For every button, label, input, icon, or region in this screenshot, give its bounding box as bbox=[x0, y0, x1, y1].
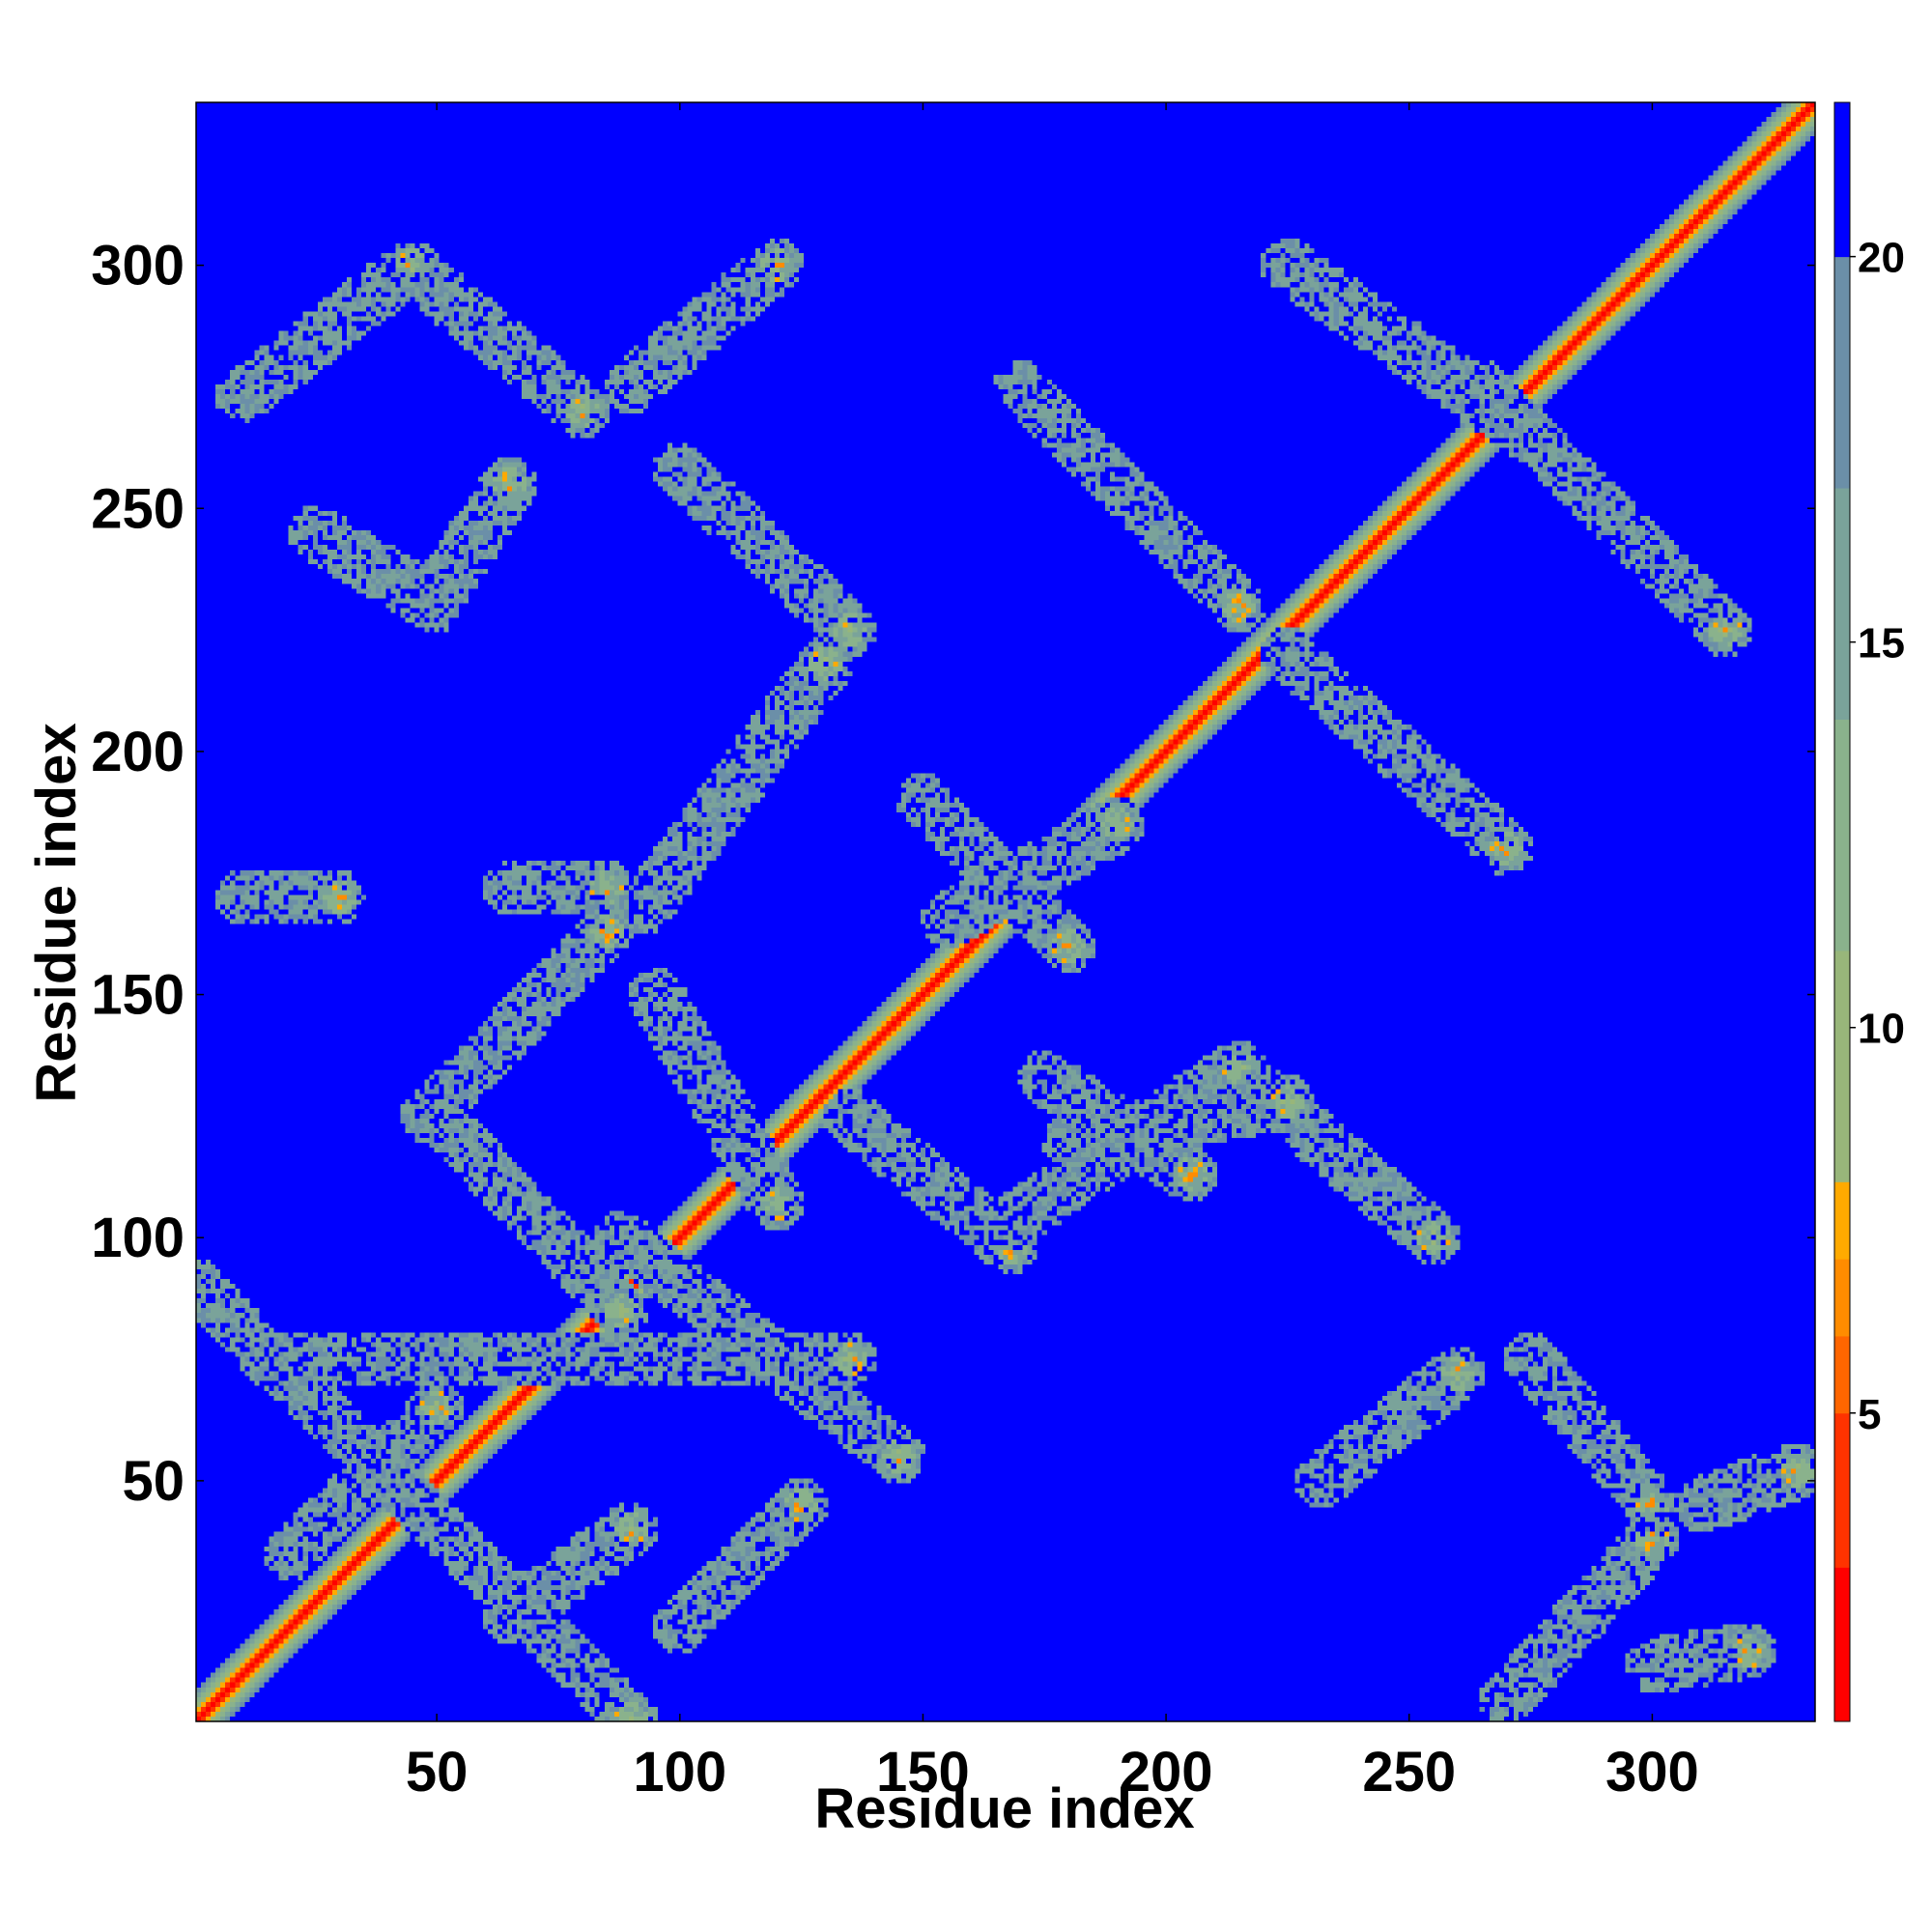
plot-frame bbox=[195, 101, 1816, 1722]
y-tick-label: 250 bbox=[91, 477, 185, 540]
colorbar-frame bbox=[1833, 101, 1851, 1722]
colorbar-segment bbox=[1834, 1335, 1850, 1414]
x-tick-label: 250 bbox=[1362, 1741, 1456, 1804]
colorbar: 5 10 15 20 bbox=[1833, 101, 1905, 1722]
colorbar-tick-label: 5 bbox=[1858, 1391, 1881, 1438]
colorbar-segment bbox=[1834, 1181, 1850, 1260]
colorbar-tick-label: 20 bbox=[1858, 235, 1905, 282]
x-tick-label: 300 bbox=[1605, 1741, 1699, 1804]
x-axis-title: Residue index bbox=[814, 1777, 1194, 1840]
x-tick-label: 100 bbox=[633, 1741, 726, 1804]
x-tick-label: 150 bbox=[876, 1741, 970, 1804]
colorbar-segment bbox=[1834, 256, 1850, 489]
y-tick-label: 100 bbox=[91, 1207, 185, 1269]
y-tick-label: 300 bbox=[91, 235, 185, 298]
heatmap-cells bbox=[196, 102, 1815, 1721]
y-tick-label: 150 bbox=[91, 964, 185, 1027]
colorbar-tick-label: 10 bbox=[1858, 1006, 1905, 1053]
colorbar-segment bbox=[1834, 1412, 1850, 1568]
x-tick-label: 50 bbox=[406, 1741, 469, 1804]
colorbar-segment bbox=[1834, 950, 1850, 1182]
x-tick-label: 200 bbox=[1120, 1741, 1213, 1804]
colorbar-segment bbox=[1834, 488, 1850, 720]
colorbar-tick-label: 15 bbox=[1858, 620, 1905, 668]
y-axis-title: Residue index bbox=[25, 723, 88, 1102]
x-axis-ticks: 50 100 150 200 250 300 bbox=[406, 102, 1699, 1804]
heatmap-image bbox=[196, 102, 1815, 1721]
y-tick-label: 200 bbox=[91, 721, 185, 783]
colorbar-segment bbox=[1834, 102, 1850, 258]
y-tick-label: 50 bbox=[122, 1450, 185, 1513]
colorbar-segment bbox=[1834, 719, 1850, 952]
colorbar-segment bbox=[1834, 1259, 1850, 1337]
y-axis-ticks: 50 100 150 200 250 300 bbox=[91, 235, 1815, 1513]
colorbar-segment bbox=[1834, 1567, 1850, 1722]
